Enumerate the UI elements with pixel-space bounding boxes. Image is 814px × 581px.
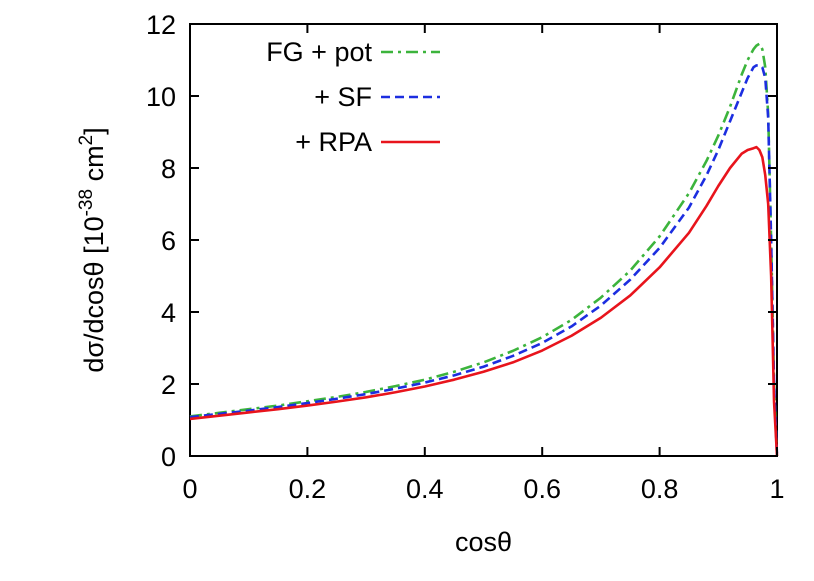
y-tick-label: 6 [161, 226, 176, 256]
legend: FG + pot + SF + RPA [266, 37, 440, 157]
y-tick-label: 2 [161, 370, 176, 400]
y-axis-title: dσ/dcosθ [10-38 cm2] [76, 127, 109, 372]
legend-label-rpa: + RPA [295, 127, 372, 157]
y-tick-label: 4 [161, 298, 176, 328]
legend-label-fg-pot: FG + pot [266, 37, 372, 67]
y-tick-label: 8 [161, 154, 176, 184]
x-tick-label: 0.8 [641, 474, 679, 504]
y-axis-title-exp2: 2 [76, 135, 97, 146]
series-line-fg-pot [189, 42, 779, 457]
x-tick-label: 0.2 [289, 474, 327, 504]
series-line-sf [189, 64, 779, 457]
x-tick-label: 0.4 [406, 474, 444, 504]
plot-border [189, 23, 778, 457]
y-tick-label: 12 [146, 10, 176, 40]
x-tick-label: 0 [182, 474, 197, 504]
series-layer [189, 42, 779, 457]
x-tick-label: 0.6 [523, 474, 561, 504]
plot-frame [189, 23, 778, 457]
x-axis: 0 0.2 0.4 0.6 0.8 1 [182, 24, 785, 504]
y-axis-title-end: ] [79, 127, 109, 135]
series-line-rpa [189, 145, 779, 457]
y-axis-title-main: dσ/dcosθ [10 [79, 216, 109, 372]
y-axis-title-exp1: -38 [76, 189, 97, 216]
y-tick-label: 0 [161, 442, 176, 472]
x-tick-label: 1 [769, 474, 784, 504]
legend-label-sf: + SF [314, 82, 372, 112]
y-axis: 0 2 4 6 8 10 12 [146, 10, 777, 472]
y-axis-title-mid: cm [79, 145, 109, 189]
y-tick-label: 10 [146, 82, 176, 112]
x-axis-title: cosθ [455, 527, 512, 557]
